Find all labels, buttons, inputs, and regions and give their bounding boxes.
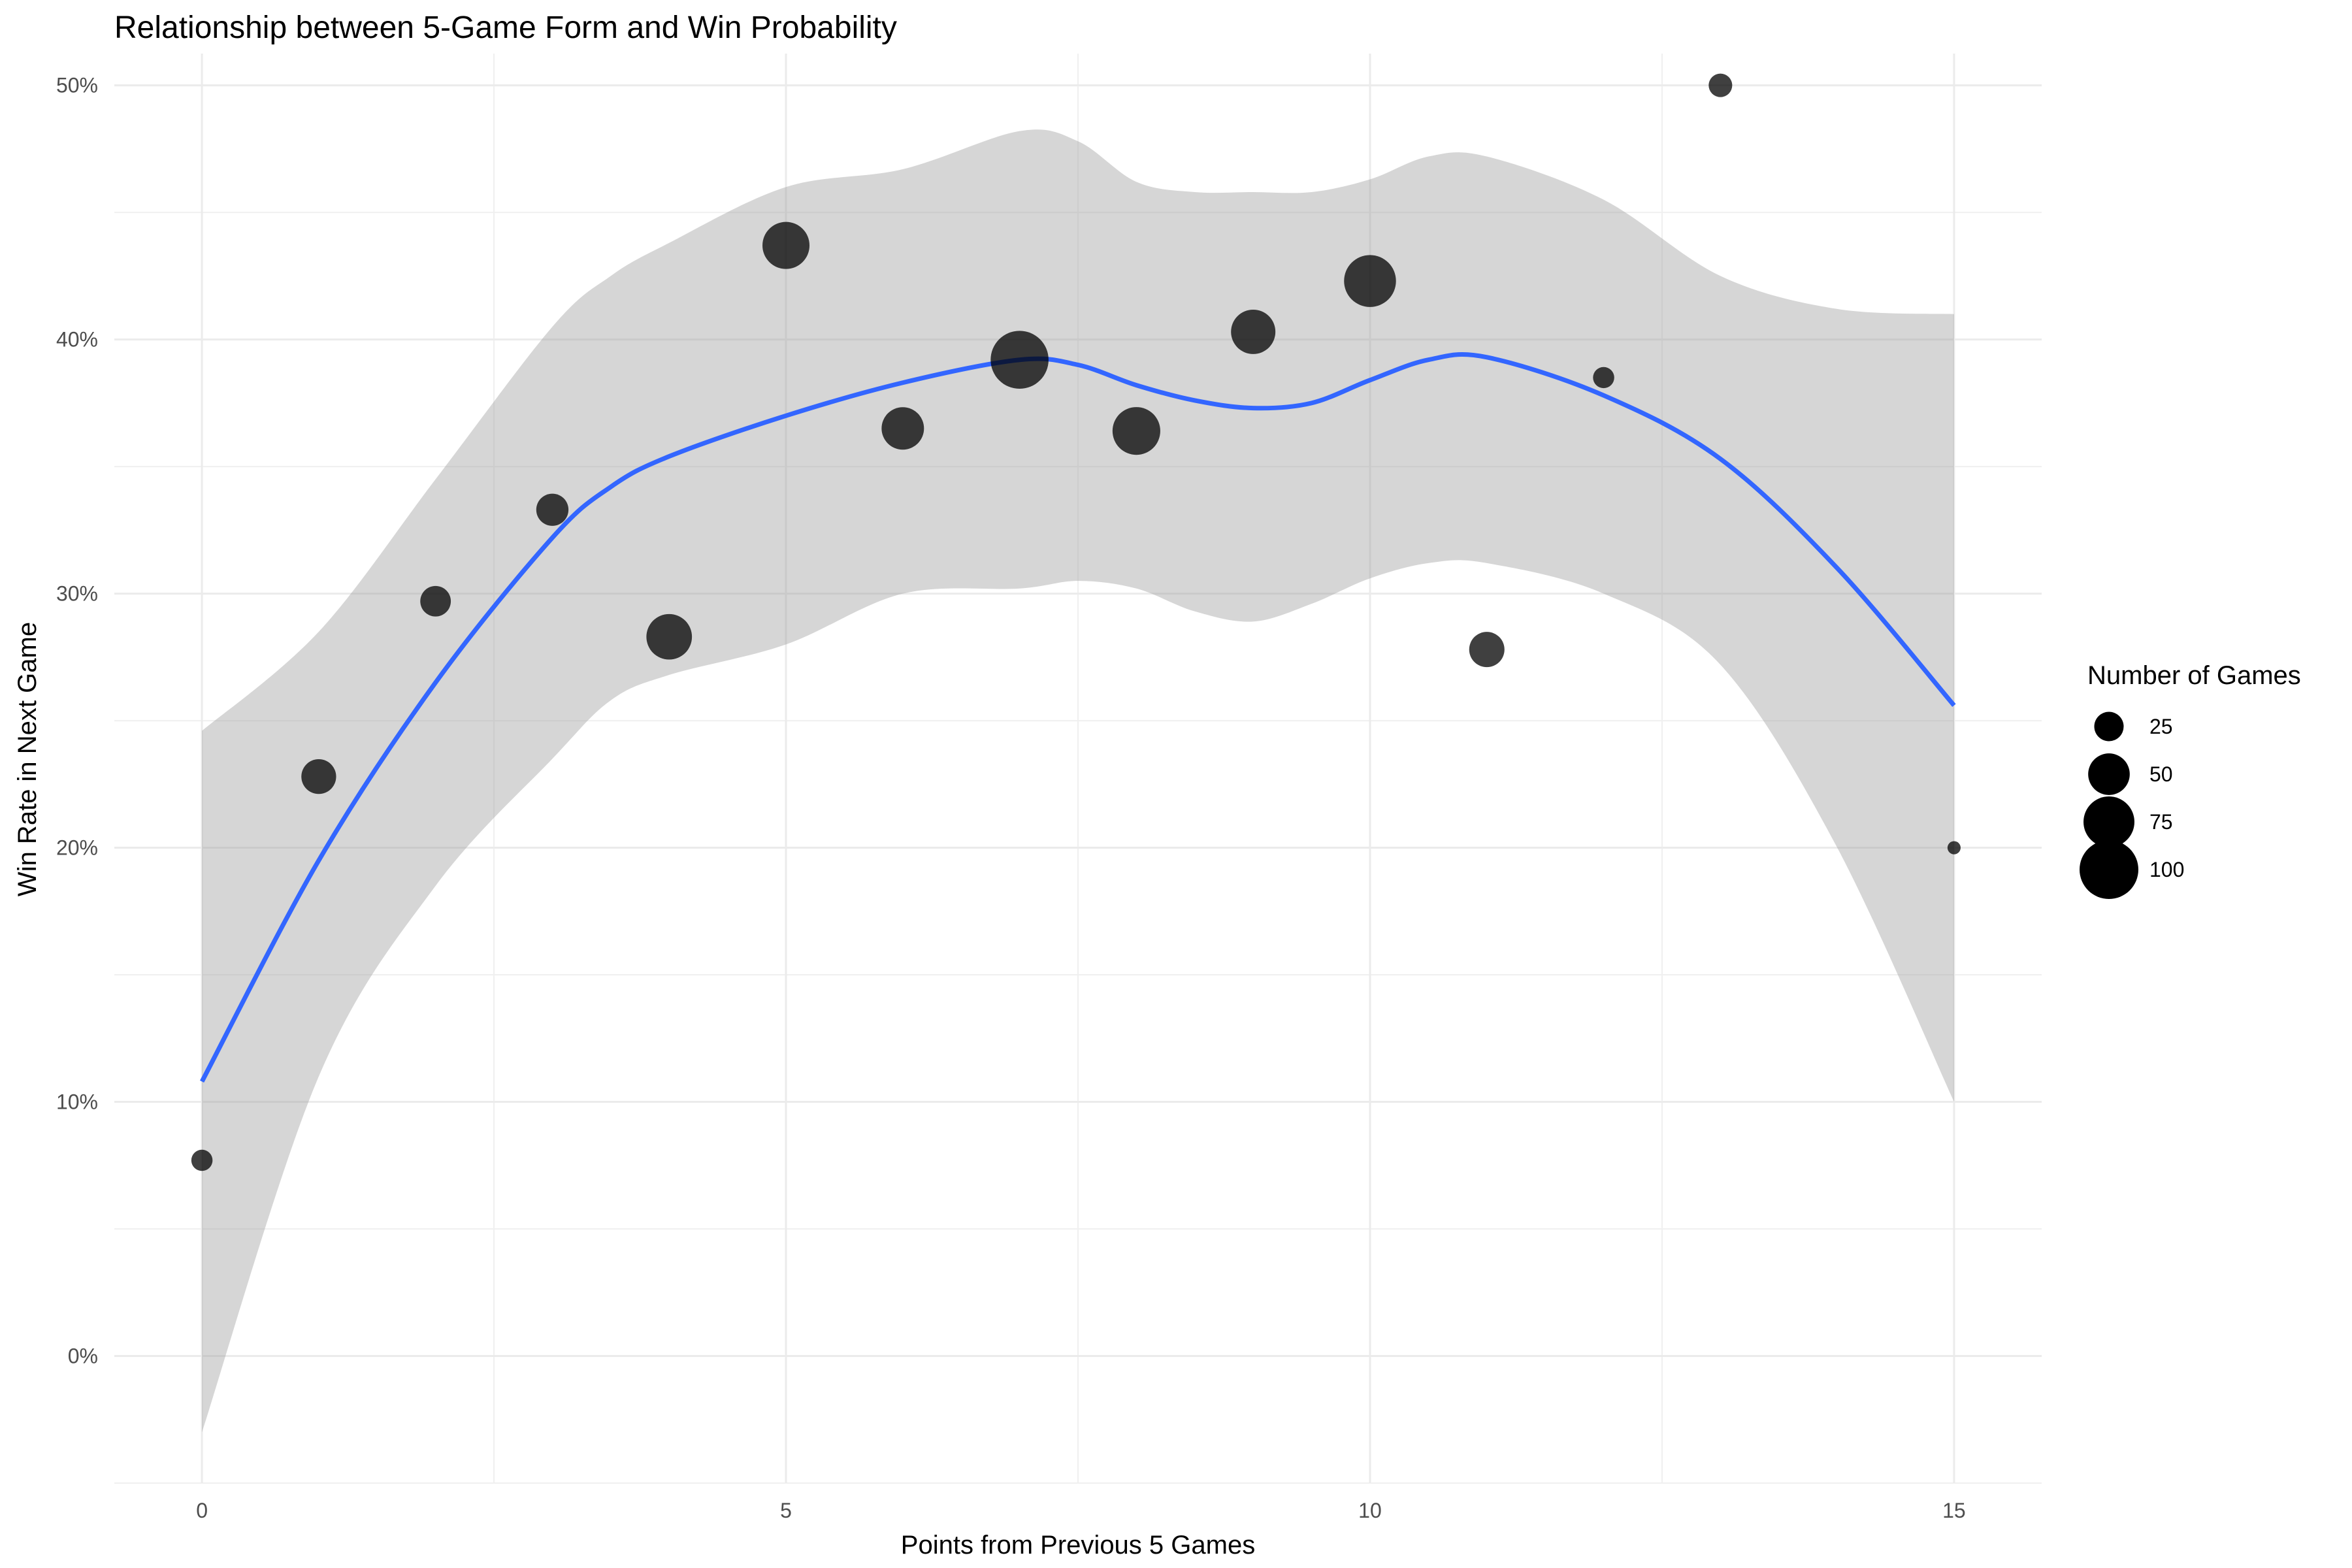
smooth-trend-line [199, 352, 1956, 1083]
data-point [1593, 367, 1614, 389]
y-tick-label: 50% [56, 74, 98, 97]
y-tick-label: 30% [56, 582, 98, 606]
legend-key [2088, 753, 2130, 795]
data-point [191, 1149, 213, 1171]
legend-title: Number of Games [2087, 661, 2301, 690]
y-tick-labels: 0% 10% 20% 30% 40% 50% [56, 74, 98, 1368]
legend-key [2094, 711, 2124, 742]
legend-label: 50 [2149, 762, 2173, 786]
x-tick-label: 5 [780, 1499, 792, 1522]
data-point [1947, 841, 1961, 855]
legend-key [2080, 840, 2138, 899]
data-point [646, 613, 693, 660]
legend-label: 100 [2149, 858, 2184, 881]
x-tick-label: 10 [1358, 1499, 1382, 1522]
data-point [1231, 309, 1276, 354]
y-tick-label: 20% [56, 836, 98, 860]
data-points [191, 73, 1961, 1171]
y-tick-label: 40% [56, 328, 98, 351]
x-axis-title: Points from Previous 5 Games [901, 1531, 1255, 1560]
data-point [762, 221, 810, 269]
minor-gridlines [114, 54, 2042, 1484]
data-point [990, 331, 1049, 389]
x-tick-label: 15 [1942, 1499, 1966, 1522]
x-tick-label: 0 [196, 1499, 208, 1522]
legend-key [2083, 796, 2134, 847]
legend-label: 25 [2149, 715, 2173, 738]
y-axis-title: Win Rate in Next Game [13, 622, 42, 896]
data-point [1708, 73, 1733, 97]
legend-entries: 25 50 75 100 [2080, 711, 2184, 899]
data-point [1469, 632, 1505, 668]
chart-title: Relationship between 5-Game Form and Win… [114, 10, 897, 45]
confidence-band [202, 129, 1954, 1433]
y-tick-label: 0% [68, 1345, 98, 1368]
legend-label: 75 [2149, 810, 2173, 834]
data-point [881, 407, 924, 450]
data-point [1112, 407, 1160, 455]
size-legend: Number of Games 25 50 75 100 [2080, 661, 2301, 899]
data-point [536, 493, 569, 526]
data-point [1344, 255, 1396, 307]
x-tick-labels: 0 5 10 15 [196, 1499, 1966, 1522]
data-point [420, 585, 451, 617]
y-tick-label: 10% [56, 1090, 98, 1114]
data-point [301, 759, 336, 794]
